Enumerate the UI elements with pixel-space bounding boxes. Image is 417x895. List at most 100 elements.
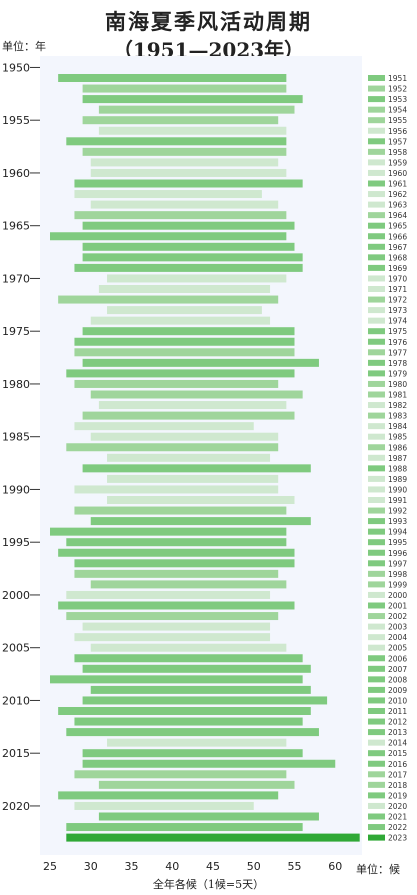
bar — [66, 590, 271, 599]
bar — [82, 242, 295, 251]
legend-swatch — [368, 581, 385, 588]
legend-label: 1977 — [388, 348, 407, 357]
bar — [74, 422, 254, 431]
bar — [66, 728, 319, 737]
legend-swatch — [368, 106, 385, 113]
legend-swatch — [368, 370, 385, 377]
y-tick-label: 2015 — [2, 747, 30, 760]
bar — [74, 379, 279, 388]
bar — [107, 474, 279, 483]
bar — [90, 316, 271, 325]
x-axis-unit: 单位：候 — [356, 863, 400, 876]
y-tick-label: 1985 — [2, 431, 30, 444]
legend-swatch — [368, 613, 385, 620]
legend-swatch — [368, 518, 385, 525]
bar — [82, 327, 295, 336]
bar — [66, 538, 287, 547]
bar — [90, 200, 279, 209]
legend-label: 2015 — [388, 749, 407, 758]
legend-swatch — [368, 781, 385, 788]
y-tick-label: 1955 — [2, 114, 30, 127]
legend-label: 2023 — [388, 834, 407, 843]
legend-label: 1967 — [388, 243, 407, 252]
legend-swatch — [368, 486, 385, 493]
y-tick-label: 1975 — [2, 325, 30, 338]
legend-label: 2008 — [388, 675, 407, 684]
legend-label: 1981 — [388, 391, 407, 400]
legend-swatch — [368, 191, 385, 198]
legend-label: 1991 — [388, 496, 407, 505]
legend-swatch — [368, 85, 385, 92]
legend-label: 1976 — [388, 338, 407, 347]
legend-label: 1962 — [388, 190, 407, 199]
legend-swatch — [368, 148, 385, 155]
legend-label: 1984 — [388, 422, 407, 431]
legend-swatch — [368, 275, 385, 282]
legend-swatch — [368, 359, 385, 366]
legend-label: 1990 — [388, 485, 407, 494]
bar — [82, 221, 295, 230]
legend-swatch — [368, 634, 385, 641]
legend-label: 2003 — [388, 623, 407, 632]
bar — [98, 126, 287, 135]
bar — [50, 232, 287, 241]
legend-swatch — [368, 423, 385, 430]
legend-label: 2021 — [388, 813, 407, 822]
legend-swatch — [368, 549, 385, 556]
bar — [82, 358, 319, 367]
bar — [74, 211, 287, 220]
legend-swatch — [368, 402, 385, 409]
legend-label: 1983 — [388, 412, 407, 421]
bar — [107, 453, 271, 462]
bar — [74, 801, 254, 810]
legend-label: 2000 — [388, 591, 407, 600]
legend-label: 1958 — [388, 148, 407, 157]
legend-label: 2009 — [388, 686, 407, 695]
legend-swatch — [368, 180, 385, 187]
legend-swatch — [368, 328, 385, 335]
x-tick-label: 50 — [247, 860, 261, 873]
bar — [90, 643, 287, 652]
y-tick-label: 1990 — [2, 483, 30, 496]
legend-swatch — [368, 834, 385, 841]
legend-swatch — [368, 127, 385, 134]
legend-label: 1968 — [388, 253, 407, 262]
legend-swatch — [368, 117, 385, 124]
legend-label: 2004 — [388, 633, 407, 642]
bar — [74, 485, 279, 494]
bar — [58, 295, 279, 304]
bar — [74, 717, 303, 726]
legend-swatch — [368, 729, 385, 736]
bar — [82, 253, 303, 262]
legend-label: 1961 — [388, 180, 407, 189]
legend-swatch — [368, 201, 385, 208]
bar — [66, 443, 279, 452]
legend-label: 1996 — [388, 549, 407, 558]
bar — [74, 190, 262, 199]
bar — [90, 158, 279, 167]
legend-swatch — [368, 824, 385, 831]
bar — [90, 390, 303, 399]
legend-label: 1972 — [388, 296, 407, 305]
legend-label: 2001 — [388, 602, 407, 611]
legend-swatch — [368, 380, 385, 387]
legend-swatch — [368, 296, 385, 303]
legend-swatch — [368, 792, 385, 799]
legend-label: 1970 — [388, 274, 407, 283]
legend-label: 1973 — [388, 306, 407, 315]
bar — [58, 74, 287, 82]
bar — [74, 569, 279, 578]
legend-label: 1966 — [388, 232, 407, 241]
legend-swatch — [368, 813, 385, 820]
bar — [66, 369, 295, 378]
legend-label: 1982 — [388, 401, 407, 410]
legend-label: 1975 — [388, 327, 407, 336]
legend-label: 1957 — [388, 137, 407, 146]
legend-swatch — [368, 771, 385, 778]
legend-label: 1955 — [388, 116, 407, 125]
legend-swatch — [368, 591, 385, 598]
bar — [98, 285, 271, 293]
legend-swatch — [368, 676, 385, 683]
legend-swatch — [368, 570, 385, 577]
